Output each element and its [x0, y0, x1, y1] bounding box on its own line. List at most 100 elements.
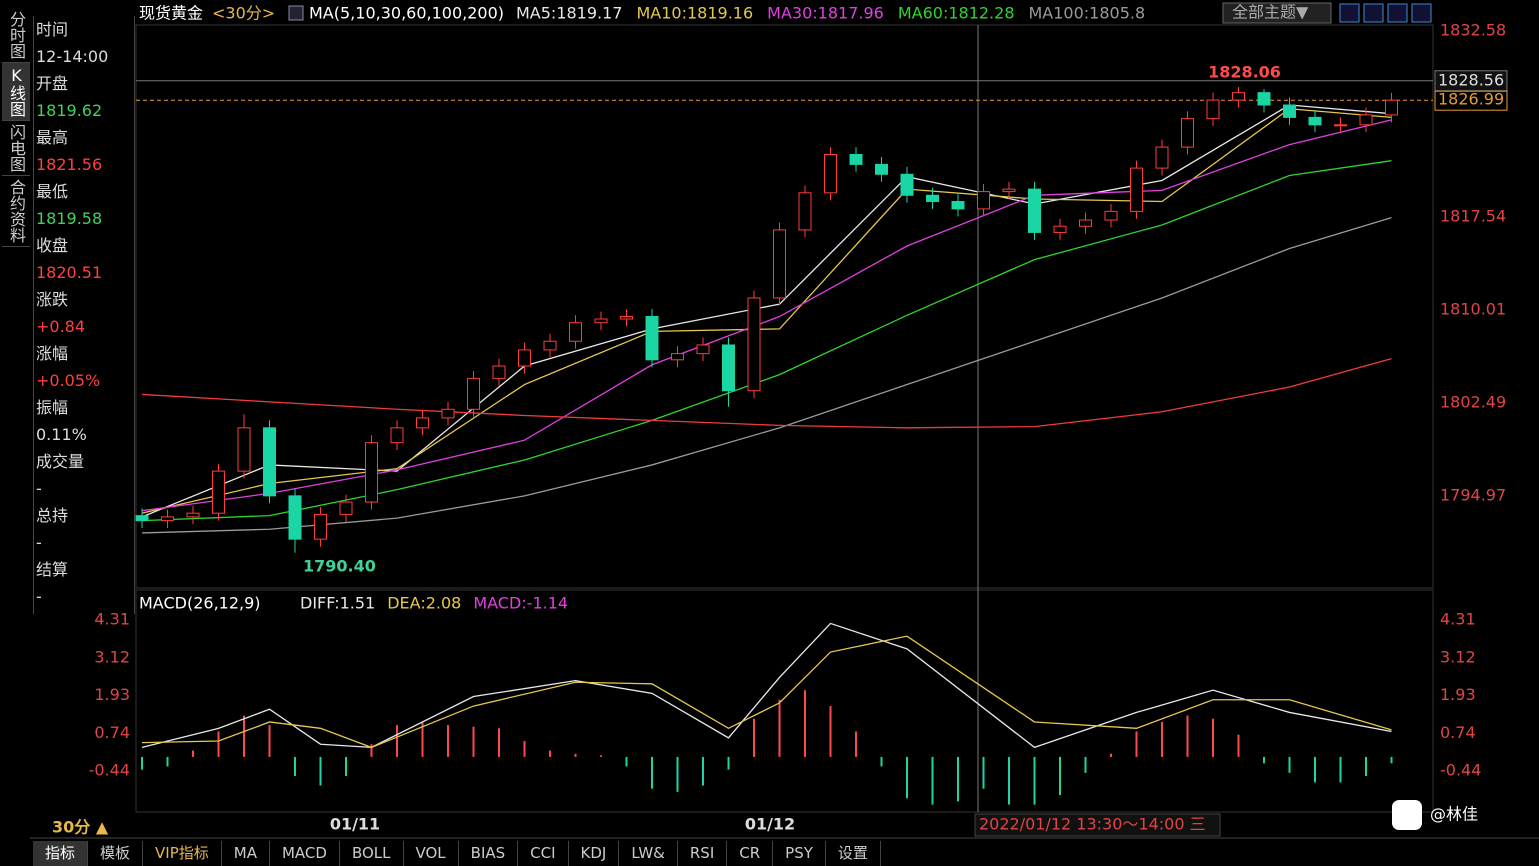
last-price: 1826.99	[1438, 90, 1504, 109]
tab[interactable]: BOLL	[340, 841, 404, 866]
side-tab[interactable]: 分时图	[2, 8, 30, 63]
info-value: -	[36, 533, 42, 552]
tab[interactable]: BIAS	[459, 841, 519, 866]
info-value: 1819.58	[36, 209, 103, 228]
y-tick-label: 1817.54	[1440, 207, 1506, 226]
candle-body	[212, 470, 225, 514]
tab[interactable]: RSI	[678, 841, 728, 866]
ma-line	[141, 119, 1392, 512]
tool-btn	[1363, 3, 1384, 23]
tab[interactable]: 设置	[826, 841, 881, 866]
macd-legend: MACD:-1.14	[473, 594, 568, 613]
info-value: +0.84	[36, 317, 86, 336]
info-value: 1819.62	[36, 101, 103, 120]
side-tab[interactable]: 闪电图	[2, 121, 30, 176]
candle-body	[1359, 114, 1373, 126]
macd-line	[141, 622, 1392, 749]
candle-body	[1385, 99, 1398, 116]
candle-body	[339, 501, 353, 515]
macd-legend: DEA:2.08	[387, 594, 461, 613]
header-text: <30分>	[212, 4, 275, 23]
info-label: 最高	[36, 128, 69, 147]
candle-body	[824, 153, 837, 194]
left-tabs: 分时图 K线图 闪电图 合约资料	[2, 8, 30, 247]
theme-btn[interactable]	[1222, 2, 1332, 24]
tab[interactable]: CCI	[518, 841, 569, 866]
candle-body	[314, 513, 327, 540]
tab[interactable]: VIP指标	[143, 841, 222, 866]
info-panel: 时间 12-14:00 开盘 1819.62 最高 1821.56 最低 1819.58 收盘 1…	[33, 16, 135, 614]
candle-body	[798, 192, 812, 231]
tool-btn	[1411, 3, 1432, 23]
candle-body	[1104, 210, 1118, 221]
ma-line	[141, 357, 1392, 429]
macd-tick-left: 3.12	[94, 647, 130, 666]
macd-tick-left: 0.74	[94, 723, 130, 742]
tab[interactable]: PSY	[773, 841, 826, 866]
side-tab[interactable]: K线图	[2, 63, 30, 121]
side-tab[interactable]: 合约资料	[2, 176, 30, 247]
candle-body	[1308, 116, 1322, 126]
candle-body	[900, 173, 914, 196]
candle-body	[263, 427, 276, 497]
candle-body	[543, 340, 557, 351]
info-value: 1820.51	[36, 263, 103, 282]
y-tick-label: 1810.01	[1440, 300, 1506, 319]
macd-line	[141, 635, 1392, 749]
candle-body	[645, 316, 659, 361]
candle-body	[1257, 92, 1271, 106]
tab[interactable]: 指标	[33, 841, 89, 866]
candle-body	[951, 200, 965, 210]
info-label: 振幅	[36, 398, 69, 417]
macd-legend: DIFF:1.51	[300, 594, 375, 613]
candle-body	[1155, 146, 1169, 169]
macd-tick-left: 1.93	[94, 685, 130, 704]
tab[interactable]: MA	[222, 841, 270, 866]
candle-body	[569, 322, 582, 342]
candle-body	[722, 344, 735, 392]
macd-tick-right: 0.74	[1440, 723, 1476, 742]
candle-body	[390, 427, 404, 444]
wm-icon	[1392, 800, 1422, 830]
candle-body	[492, 365, 506, 379]
candle-body	[518, 349, 531, 367]
tool-btn	[1339, 3, 1360, 23]
candle-body	[1028, 188, 1041, 233]
tab[interactable]: KDJ	[569, 841, 620, 866]
candle-body	[1002, 188, 1016, 193]
info-label: 收盘	[36, 236, 69, 255]
info-label: 结算	[36, 560, 69, 579]
ma-icon	[288, 5, 304, 21]
candle-body	[620, 316, 633, 320]
x-label: 01/11	[330, 815, 380, 834]
tab[interactable]: MACD	[270, 841, 340, 866]
legend-item: MA10:1819.16	[636, 4, 753, 23]
ma-line	[141, 160, 1392, 522]
tab[interactable]: 模板	[88, 841, 144, 866]
candle-body	[875, 163, 888, 175]
candle-body	[1206, 99, 1220, 120]
watermark: @林佳	[1430, 805, 1478, 824]
tab[interactable]: LW&	[619, 841, 678, 866]
info-value: -	[36, 479, 42, 498]
candle-body	[1181, 118, 1194, 148]
info-value: 1821.56	[36, 155, 103, 174]
candle-body	[1283, 104, 1296, 118]
candle-body	[467, 377, 480, 410]
tab[interactable]: CR	[727, 841, 774, 866]
header-text: MA(5,10,30,60,100,200)	[309, 4, 504, 23]
candle-body	[671, 353, 684, 361]
low-annotation: 1790.40	[303, 556, 376, 575]
macd-tick-right: 1.93	[1440, 685, 1476, 704]
info-label: 时间	[36, 20, 69, 39]
macd-tick-right: -0.44	[1440, 760, 1481, 779]
tab[interactable]: VOL	[404, 841, 459, 866]
info-label: 开盘	[36, 74, 69, 93]
info-value: +0.05%	[36, 371, 101, 390]
legend-item: MA30:1817.96	[767, 4, 884, 23]
candle-body	[696, 344, 710, 355]
legend-item: MA60:1812.28	[898, 4, 1015, 23]
info-label: 涨幅	[36, 344, 69, 363]
info-label: 总持	[36, 506, 69, 525]
